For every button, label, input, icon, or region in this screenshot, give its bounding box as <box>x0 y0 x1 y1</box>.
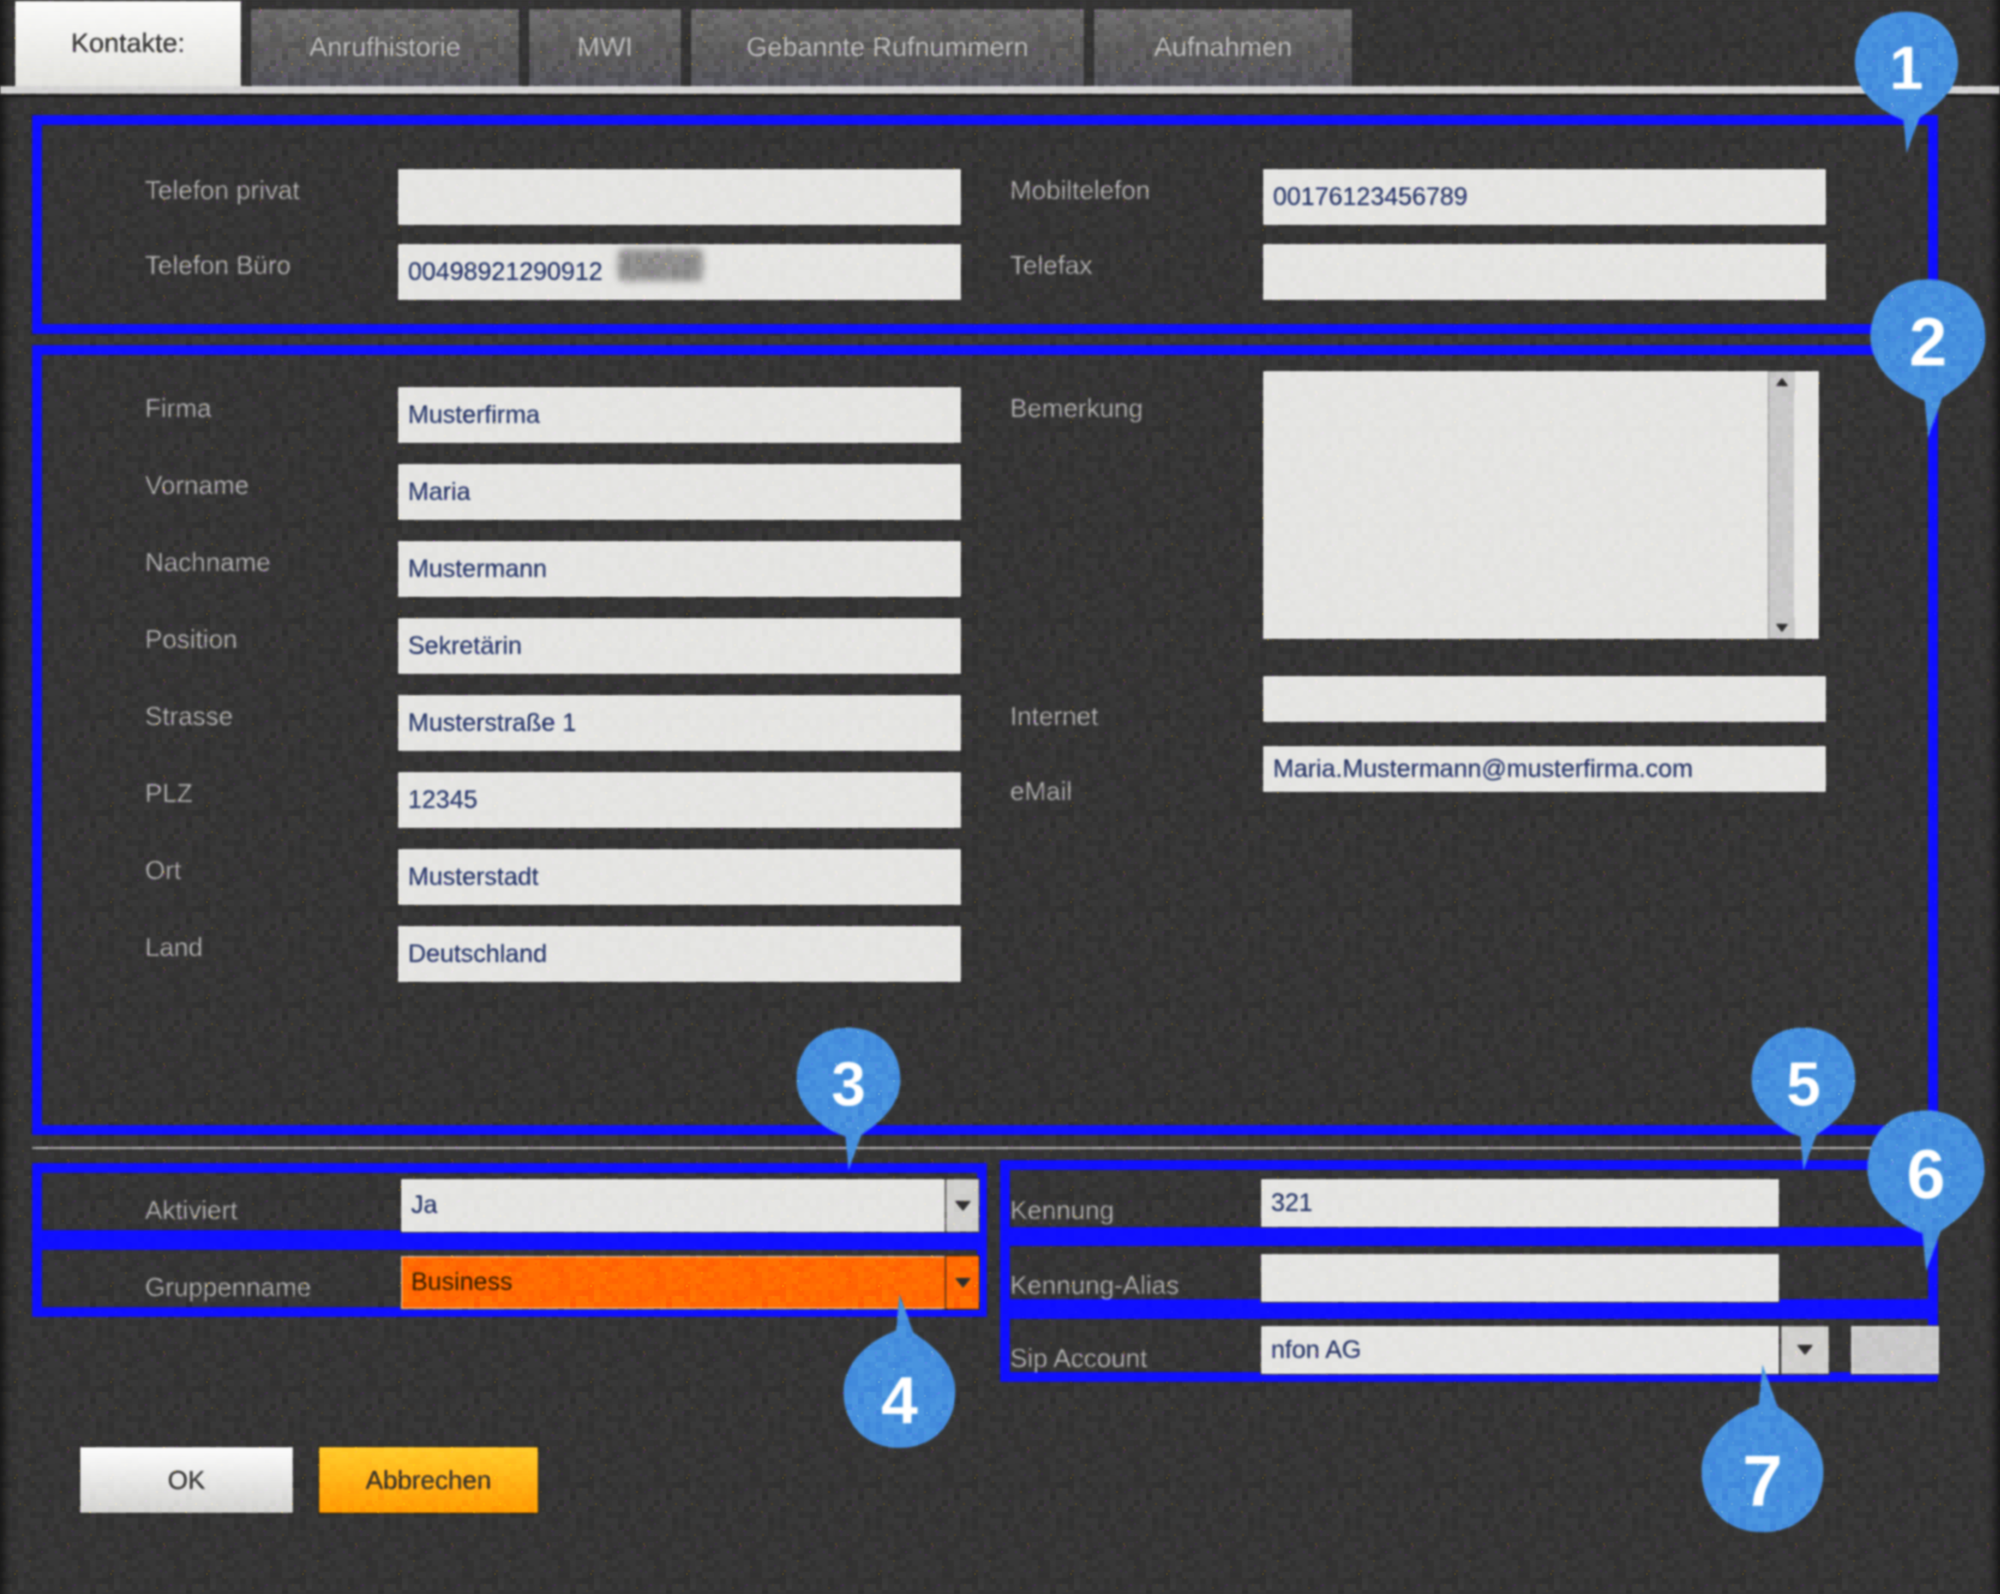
svg-text:1: 1 <box>1889 34 1923 103</box>
svg-text:5: 5 <box>1786 1051 1820 1120</box>
svg-text:4: 4 <box>881 1365 918 1439</box>
svg-text:3: 3 <box>831 1051 865 1120</box>
svg-text:7: 7 <box>1742 1441 1782 1522</box>
svg-text:6: 6 <box>1907 1135 1946 1213</box>
svg-text:2: 2 <box>1909 305 1947 381</box>
